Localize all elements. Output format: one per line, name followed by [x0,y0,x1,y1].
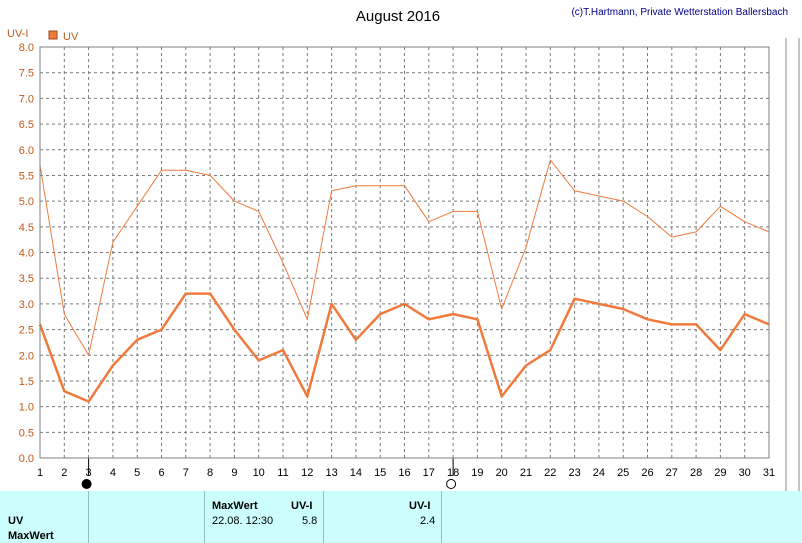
y-tick-label: 4.0 [19,248,34,260]
x-tick-label: 26 [641,467,653,479]
x-tick-label: 11 [277,467,288,479]
x-tick-label: 28 [690,467,702,479]
x-tick-label: 9 [231,467,237,479]
x-tick-label: 12 [301,467,313,479]
col-header-uvi-avg: UV-I [409,500,431,512]
col-header-maxwert: MaxWert [212,500,258,512]
footer-separator [441,491,442,543]
avg-value: 2.4 [420,515,436,527]
uv-max-series-line [39,159,770,356]
y-tick-label: 6.0 [19,145,34,157]
x-tick-label: 15 [374,467,386,479]
x-tick-label: 10 [253,467,265,479]
x-tick-label: 27 [666,467,678,479]
x-tick-label: 22 [544,467,556,479]
y-tick-label: 7.0 [19,93,34,105]
x-tick-label: 25 [617,467,629,479]
y-tick-label: 3.5 [19,273,34,285]
uv-chart: August 2016 (c)T.Hartmann, Private Wette… [7,7,800,491]
x-tick-label: 21 [520,467,532,479]
x-tick-label: 16 [398,467,410,479]
x-tick-label: 23 [568,467,580,479]
x-tick-label: 30 [739,467,751,479]
x-tick-label: 2 [61,467,67,479]
y-tick-label: 8.0 [19,42,34,54]
stats-footer: MaxWert UV-I UV-I UV 22.08. 12:30 5.8 2.… [0,491,802,543]
x-tick-label: 29 [714,467,726,479]
y-axis-label: UV-I [7,28,28,40]
y-tick-label: 3.0 [19,299,34,311]
y-tick-label: 1.0 [19,402,34,414]
chart-title: August 2016 [356,8,440,25]
uv-series-line [38,292,770,403]
scroll-area [778,38,800,491]
y-tick-label: 6.5 [19,119,34,131]
full-moon-icon [446,479,457,489]
max-datetime: 22.08. 12:30 [212,515,274,527]
x-tick-label: 24 [593,467,605,479]
y-tick-label: 2.5 [19,325,34,337]
plot-frame [39,46,770,459]
footer-separator [323,491,324,543]
x-tick-label: 20 [496,467,508,479]
credit-text: (c)T.Hartmann, Private Wetterstation Bal… [571,7,788,18]
x-tick-label: 4 [110,467,116,479]
y-tick-label: 0.5 [19,427,34,439]
legend-swatch [48,30,58,40]
y-tick-label: 1.5 [19,376,34,388]
row-label-uv: UV [8,515,24,527]
y-tick-label: 2.0 [19,350,34,362]
y-tick-label: 0.0 [19,453,34,465]
x-tick-label: 17 [423,467,435,479]
x-tick-label: 5 [134,467,140,479]
new-moon-icon [81,479,92,489]
x-tick-label: 19 [471,467,483,479]
x-tick-label: 6 [158,467,164,479]
x-tick-label: 7 [183,467,189,479]
col-header-uvi-max: UV-I [291,500,313,512]
y-tick-label: 4.5 [19,222,34,234]
x-tick-label: 8 [207,467,213,479]
row-label-maxwert: MaxWert [8,530,54,542]
y-tick-label: 7.5 [19,68,34,80]
x-tick-label: 1 [37,467,43,479]
footer-separator [88,491,89,543]
x-tick-label: 13 [325,467,337,479]
x-tick-label: 14 [350,467,362,479]
max-value: 5.8 [302,515,318,527]
y-tick-label: 5.0 [19,196,34,208]
y-tick-label: 5.5 [19,170,34,182]
x-tick-label: 31 [763,467,775,479]
legend-label: UV [63,31,79,43]
footer-separator [204,491,205,543]
